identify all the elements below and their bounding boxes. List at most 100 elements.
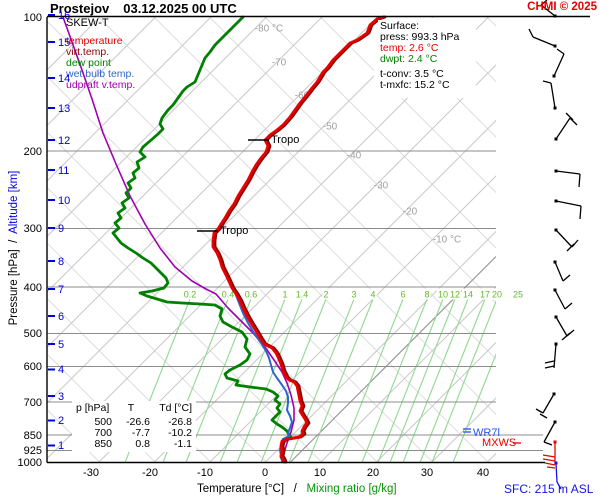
table-header-cell: p [hPa]: [76, 402, 110, 414]
station-elevation-label: SFC: 215 m ASL: [504, 482, 594, 496]
mixing-label-bg: [219, 288, 237, 300]
altitude-label-12: 12: [58, 134, 71, 147]
wind-barb-stroke: [528, 28, 534, 38]
wind-barb: [554, 228, 579, 252]
mixing-ratio-label: 8: [424, 290, 429, 300]
wind-barb: [544, 342, 558, 369]
pressure-label-925: 925: [23, 445, 42, 457]
mxws-wind-barb-stroke: [546, 466, 556, 469]
mxws-wind-barb-stroke: [542, 454, 556, 458]
tropopause-label: Tropo: [220, 225, 249, 237]
altitude-label-13: 13: [58, 102, 71, 115]
mixing-ratio-label: 1: [282, 290, 287, 300]
altitude-label-10: 10: [58, 194, 71, 207]
table-cell: 0.8: [135, 438, 150, 450]
surface-row: t-conv: 3.5 °C: [380, 68, 444, 80]
wind-barb: [553, 260, 571, 282]
wind-barb-stroke: [555, 229, 573, 248]
mixing-ratio-line: [389, 298, 456, 463]
wind-barb-stroke: [554, 261, 564, 282]
copyright-label: CHMI © 2025: [527, 1, 597, 13]
altitude-label-9: 9: [58, 222, 65, 235]
mixing-ratio-label: 3: [351, 290, 356, 300]
mixing-label-bg: [478, 288, 492, 300]
mixing-label-bg: [181, 288, 199, 300]
highlight-isotherm-line: [289, 256, 496, 463]
isotherm-line: [47, 17, 434, 404]
mixing-ratio-label: 0.2: [184, 290, 197, 300]
y-axis-title: Pressure [hPa] / Altitude [km]: [8, 171, 20, 326]
table-cell: 500: [94, 416, 112, 428]
altitude-label-14: 14: [58, 72, 71, 85]
tropopause-label: Tropo: [271, 134, 300, 146]
spacer: [297, 483, 303, 495]
table-cell: -10.2: [168, 427, 192, 439]
mixing-ratio-label: 0.6: [245, 290, 258, 300]
altitude-label-1: 1: [58, 440, 65, 452]
isotherm-line: [264, 230, 496, 463]
wind-barb-stroke: [544, 365, 555, 369]
pressure-label-200: 200: [23, 145, 42, 158]
isotherm-label: -50: [323, 122, 338, 133]
mxws-wind-barb-stroke: [542, 458, 556, 462]
surface-row: temp: 2.6 °C: [380, 42, 439, 54]
legend-heading: SKEW-T: [66, 17, 109, 29]
isotherm-line: [153, 119, 496, 463]
table-cell: -1.1: [173, 438, 192, 450]
pressure-label-300: 300: [23, 223, 42, 235]
pressure-label-1000: 1000: [17, 457, 42, 469]
surface-rows: press: 993.3 hPa temp: 2.6 °C dwpt: 2.4 °C…: [380, 32, 459, 91]
wind-barb: [554, 199, 582, 220]
mixing-label-bg: [490, 288, 504, 300]
pressure-label-500: 500: [23, 328, 42, 340]
spacer2: [8, 236, 20, 239]
table-row: 700 -7.7 -10.2: [76, 428, 192, 439]
isotherm-line: [486, 452, 496, 463]
levels-table-rows: 500 -26.6 -26.8 700 -7.7 -10.2 850 0.8 -1.1: [76, 417, 192, 450]
wind-barb-stroke: [542, 80, 552, 84]
mixing-label-bg: [293, 288, 311, 300]
wind-barb-stroke: [543, 441, 553, 446]
mixing-ratio-line: [377, 298, 444, 463]
legend-item-temperature: temperature: [66, 35, 123, 47]
altitude-label-8: 8: [58, 255, 65, 268]
table-row: 500 -26.6 -26.8: [76, 417, 192, 428]
levels-table-header: p [hPa] T Td [°C]: [76, 403, 192, 414]
wind-barb-stroke: [555, 117, 571, 140]
wet-bulb-temperature-curve: [235, 294, 293, 462]
surface-heading: Surface:: [380, 20, 420, 32]
table-header-cell: T: [127, 402, 135, 414]
wind-barb-stroke: [554, 289, 566, 310]
wind-barb-stroke: [562, 274, 571, 282]
wind-barb-stroke: [555, 200, 582, 207]
sfc-connector-stroke: [555, 462, 558, 483]
surface-row: t-mxfc: 15.2 °C: [380, 79, 450, 91]
mixing-label-bg: [423, 288, 431, 300]
table-cell: 700: [94, 427, 112, 439]
sfc-connector: [554, 461, 562, 490]
wr7l-marker: [463, 428, 471, 433]
pressure-label-400: 400: [23, 281, 42, 294]
mixing-ratio-label: 6: [400, 290, 405, 300]
temp-label-0: 0: [261, 467, 269, 479]
pressure-label-100: 100: [23, 11, 42, 24]
table-cell: -7.7: [131, 427, 150, 439]
wind-barb-stroke: [556, 48, 565, 55]
wind-barb-stroke: [535, 408, 544, 414]
wind-barb-stroke: [540, 0, 548, 6]
wind-barb: [552, 48, 565, 78]
wind-barb-stroke: [540, 4, 556, 17]
wind-barb: [543, 420, 557, 446]
wind-barb-stroke: [539, 413, 548, 419]
wind-barb-stroke: [565, 112, 574, 121]
mixing-ratio-label: 14: [463, 290, 473, 300]
isotherm-line: [47, 17, 156, 127]
altitude-label-6: 6: [58, 310, 65, 323]
x-axis-title-mixing-ratio: Mixing ratio [g/kg]: [306, 483, 397, 495]
mixing-ratio-line: [307, 298, 374, 463]
legend-item-virt-temp-: virt.temp.: [66, 46, 110, 58]
mixing-ratio-label: 10: [438, 290, 448, 300]
slash: /: [8, 239, 20, 243]
surface-row: dwpt: 2.4 °C: [380, 53, 438, 65]
